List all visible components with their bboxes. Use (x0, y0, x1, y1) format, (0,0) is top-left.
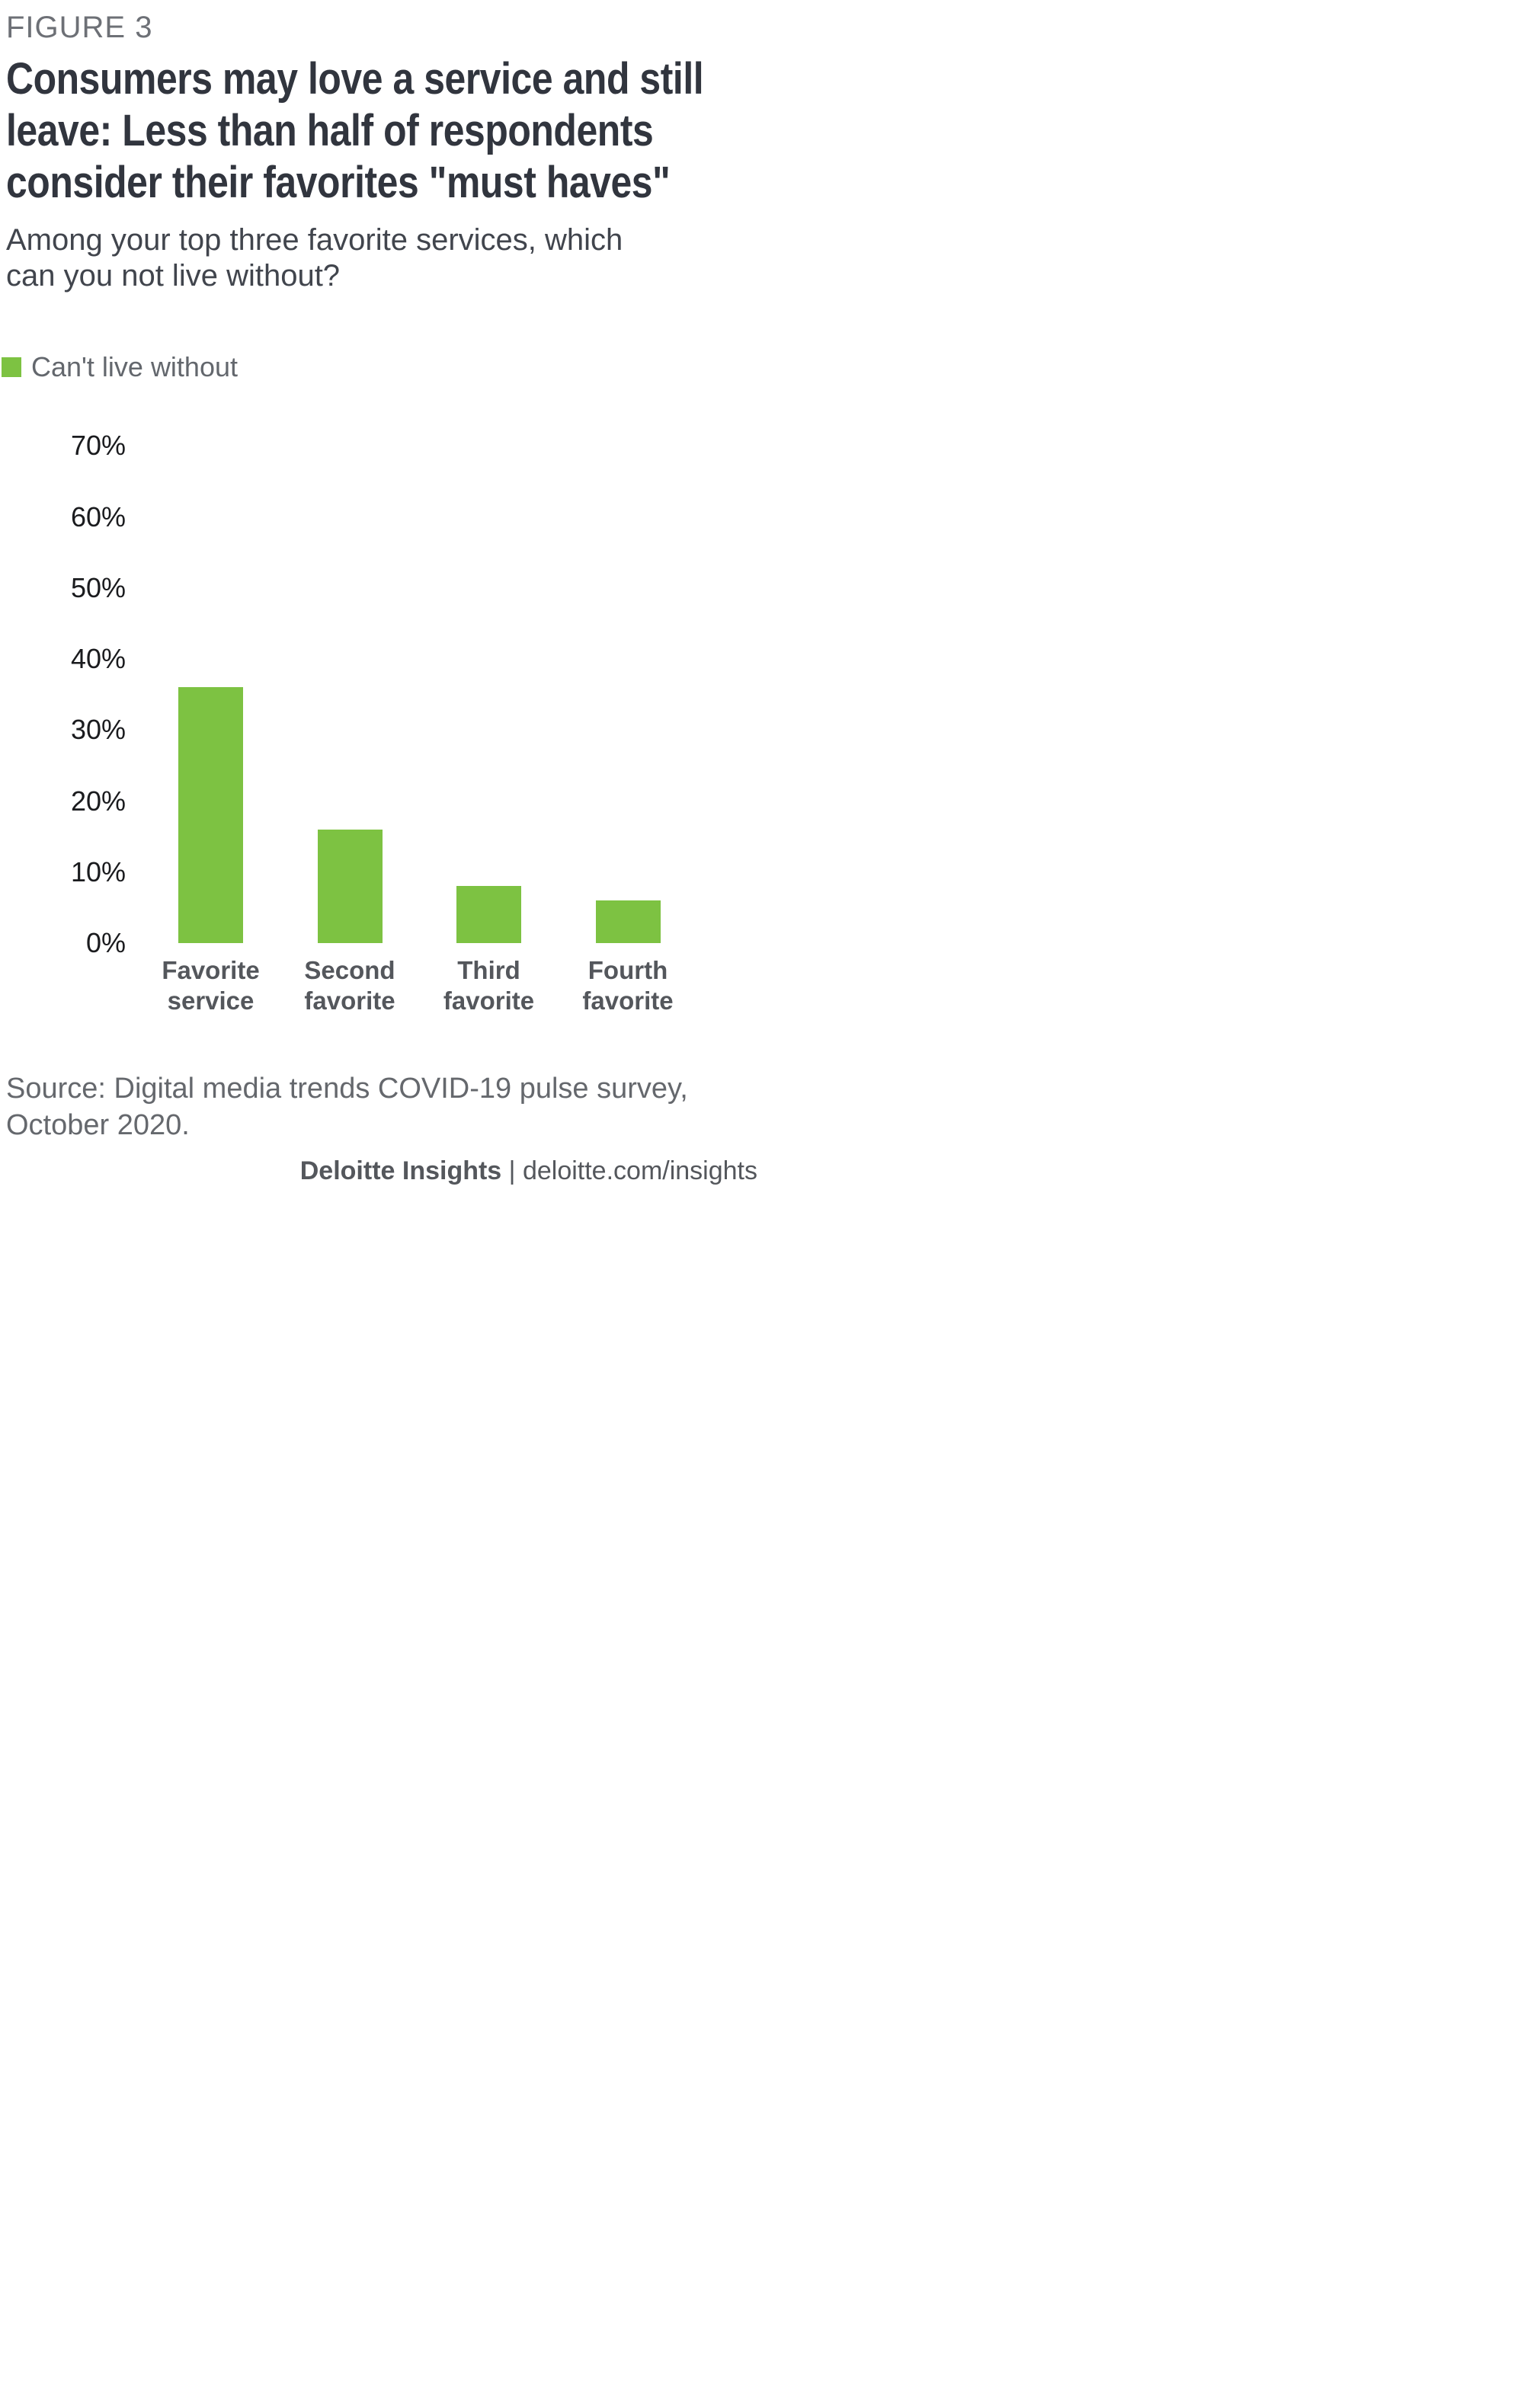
figure-number-label: FIGURE 3 (6, 11, 153, 44)
bar-fourth-favorite (595, 900, 661, 943)
legend-label: Can't live without (31, 351, 239, 382)
y-axis-tick-label: 50% (70, 571, 126, 603)
figure-title: Consumers may love a service and still l… (6, 54, 704, 207)
footer: Deloitte Insights | deloitte.com/insight… (300, 1156, 757, 1186)
figure-subtitle: Among your top three favorite services, … (6, 223, 623, 293)
y-axis-tick-label: 20% (70, 785, 126, 817)
footer-separator: | (501, 1156, 523, 1185)
y-axis-tick-label: 60% (70, 500, 126, 532)
legend: Can't live without (2, 351, 238, 383)
y-axis-tick-label: 0% (85, 927, 126, 958)
x-axis-label-favorite-service: Favorite service (162, 956, 260, 1015)
x-axis-label-second-favorite: Second favorite (304, 956, 395, 1015)
x-axis-label-third-favorite: Third favorite (443, 956, 535, 1015)
y-axis-tick-label: 30% (70, 714, 126, 746)
bar-second-favorite (317, 829, 383, 943)
bar-chart: 0% 10% 20% 30% 40% 50% 60% 70% Favorite service S… (0, 411, 762, 1028)
footer-brand: Deloitte Insights (299, 1156, 502, 1185)
source-note: Source: Digital media trends COVID-19 pu… (6, 1073, 688, 1141)
legend-swatch-green-square-icon (2, 357, 21, 377)
y-axis-tick-label: 10% (70, 855, 126, 887)
bar-favorite-service (178, 687, 243, 943)
footer-url[interactable]: deloitte.com/insights (522, 1156, 757, 1185)
bar-third-favorite (456, 886, 521, 943)
y-axis-tick-label: 70% (70, 430, 126, 462)
x-axis-label-fourth-favorite: Fourth favorite (582, 956, 674, 1015)
figure-container: FIGURE 3 Consumers may love a service an… (0, 0, 762, 1204)
y-axis-tick-label: 40% (70, 643, 126, 674)
